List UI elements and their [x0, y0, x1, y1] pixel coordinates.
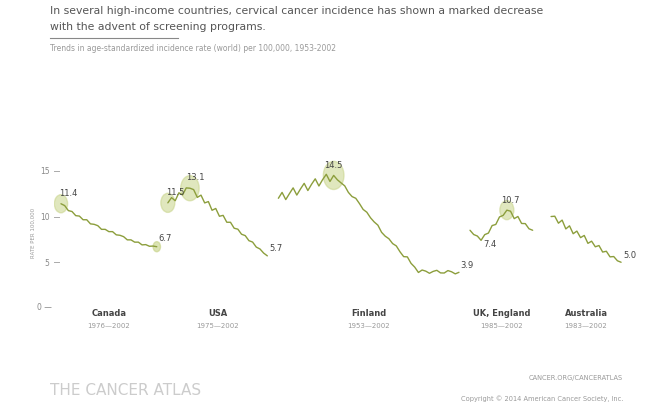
Text: CANCER.ORG/CANCERATLAS: CANCER.ORG/CANCERATLAS: [529, 375, 623, 381]
Text: 5.0: 5.0: [623, 251, 636, 261]
Text: 14.5: 14.5: [324, 161, 343, 170]
Text: 1985—2002: 1985—2002: [480, 323, 523, 328]
Ellipse shape: [54, 195, 68, 213]
Text: Copyright © 2014 American Cancer Society, Inc.: Copyright © 2014 American Cancer Society…: [461, 396, 623, 402]
Ellipse shape: [181, 176, 199, 201]
Text: USA: USA: [208, 309, 227, 318]
Text: Trends in age-standardized incidence rate (world) per 100,000, 1953-2002: Trends in age-standardized incidence rat…: [50, 44, 336, 53]
Text: 1975—2002: 1975—2002: [196, 323, 239, 328]
Text: THE CANCER ATLAS: THE CANCER ATLAS: [50, 383, 202, 398]
Text: 10.7: 10.7: [501, 196, 520, 204]
Text: 5.7: 5.7: [269, 244, 283, 253]
Text: 7.4: 7.4: [483, 240, 496, 248]
Text: Australia: Australia: [565, 309, 608, 318]
Ellipse shape: [161, 193, 175, 212]
Text: 3.9: 3.9: [461, 261, 474, 271]
Text: In several high-income countries, cervical cancer incidence has shown a marked d: In several high-income countries, cervic…: [50, 6, 543, 16]
Text: Canada: Canada: [91, 309, 127, 318]
Text: 0 —: 0 —: [37, 303, 52, 313]
Text: 1983—2002: 1983—2002: [565, 323, 608, 328]
Text: 6.7: 6.7: [159, 234, 172, 243]
Text: 11.4: 11.4: [59, 189, 78, 198]
Ellipse shape: [153, 242, 160, 252]
Y-axis label: RATE PER 100,000: RATE PER 100,000: [31, 207, 36, 258]
Text: 1953—2002: 1953—2002: [347, 323, 390, 328]
Text: Finland: Finland: [351, 309, 387, 318]
Text: UK, England: UK, England: [472, 309, 530, 318]
Text: with the advent of screening programs.: with the advent of screening programs.: [50, 22, 266, 32]
Text: 11.5: 11.5: [166, 189, 184, 197]
Text: 1976—2002: 1976—2002: [88, 323, 130, 328]
Ellipse shape: [500, 201, 514, 220]
Ellipse shape: [324, 161, 344, 189]
Text: 13.1: 13.1: [186, 173, 205, 182]
